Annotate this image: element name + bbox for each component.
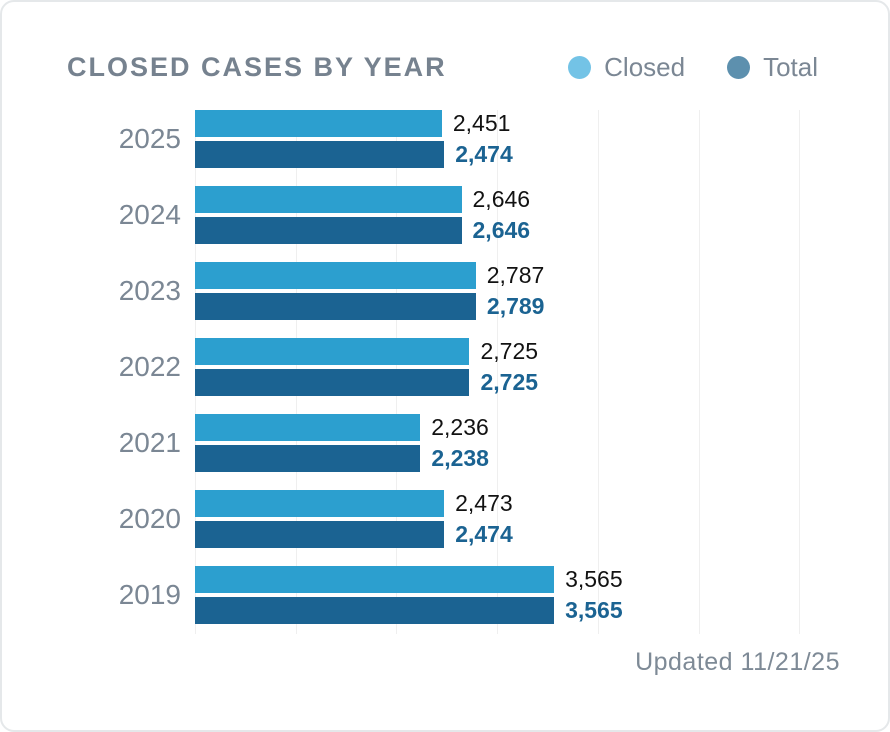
closed-bar-2020[interactable]	[195, 490, 445, 517]
closed-bar-2021[interactable]	[195, 414, 421, 441]
gridline-4000	[597, 110, 599, 634]
closed-bar-2023[interactable]	[195, 262, 476, 289]
closed-value-label-2024: 2,646	[472, 186, 531, 212]
gridline-3000	[497, 110, 499, 634]
bar-group-2023: 2,787 2,789	[195, 262, 888, 320]
year-label-2025: 2025	[118, 123, 181, 154]
total-bar-2019[interactable]	[195, 597, 555, 624]
chart-title: CLOSED CASES BY YEAR	[67, 52, 447, 82]
chart-footer: Updated 11/21/25	[2, 648, 888, 677]
closed-bar-2025[interactable]	[195, 110, 442, 137]
year-label-2024: 2024	[118, 199, 181, 230]
chart-row-2021: 2021 2,236 2,238	[2, 414, 888, 472]
total-bar-line-2024: 2,646	[195, 217, 888, 244]
total-bar-2022[interactable]	[195, 369, 470, 396]
year-label-2019: 2019	[118, 579, 181, 610]
closed-value-label-2021: 2,236	[431, 414, 489, 440]
closed-value-label-2022: 2,725	[480, 338, 539, 364]
year-label-2020: 2020	[118, 503, 181, 534]
closed-bar-line-2024: 2,646	[195, 186, 888, 213]
chart-row-2020: 2020 2,473 2,474	[2, 490, 888, 548]
total-value-label-2021: 2,238	[431, 445, 489, 471]
closed-bar-line-2019: 3,565	[195, 566, 888, 593]
total-bar-2023[interactable]	[195, 293, 476, 320]
chart-row-2023: 2023 2,787 2,789	[2, 262, 888, 320]
bar-group-2021: 2,236 2,238	[195, 414, 888, 472]
chart-row-2022: 2022 2,725 2,725	[2, 338, 888, 396]
total-bar-2020[interactable]	[195, 521, 445, 548]
closed-bar-line-2020: 2,473	[195, 490, 888, 517]
closed-legend-dot-icon	[568, 56, 592, 79]
closed-bar-2022[interactable]	[195, 338, 470, 365]
closed-bar-line-2021: 2,236	[195, 414, 888, 441]
total-bar-line-2025: 2,474	[195, 141, 888, 168]
total-value-label-2025: 2,474	[455, 141, 513, 167]
legend-label-closed: Closed	[604, 52, 686, 82]
year-label-2022: 2022	[118, 351, 181, 382]
chart-rows: 2025 2,451 2,474 2024 2,646 2,646 2023 2,787 2,7…	[2, 110, 888, 624]
updated-label: Updated 11/21/25	[635, 648, 840, 676]
closed-value-label-2023: 2,787	[486, 262, 545, 288]
legend-label-total: Total	[763, 52, 818, 82]
legend-item-total[interactable]: Total	[727, 52, 818, 83]
chart-legend: Closed Total	[568, 52, 818, 83]
year-label-2023: 2023	[118, 275, 181, 306]
total-bar-2024[interactable]	[195, 217, 462, 244]
chart-header: CLOSED CASES BY YEAR Closed Total	[2, 2, 888, 83]
bar-chart: 2025 2,451 2,474 2024 2,646 2,646 2023 2,787 2,7…	[2, 110, 888, 634]
total-bar-line-2022: 2,725	[195, 369, 888, 396]
bar-group-2022: 2,725 2,725	[195, 338, 888, 396]
year-label-2021: 2021	[118, 427, 181, 458]
closed-value-label-2020: 2,473	[455, 490, 513, 516]
total-value-label-2020: 2,474	[455, 521, 513, 547]
chart-row-2024: 2024 2,646 2,646	[2, 186, 888, 244]
closed-bar-2024[interactable]	[195, 186, 462, 213]
chart-row-2019: 2019 3,565 3,565	[2, 566, 888, 624]
bar-group-2024: 2,646 2,646	[195, 186, 888, 244]
total-value-label-2022: 2,725	[480, 369, 539, 395]
total-value-label-2019: 3,565	[565, 597, 623, 623]
total-bar-line-2020: 2,474	[195, 521, 888, 548]
total-bar-line-2023: 2,789	[195, 293, 888, 320]
closed-bar-line-2023: 2,787	[195, 262, 888, 289]
chart-row-2025: 2025 2,451 2,474	[2, 110, 888, 168]
legend-item-closed[interactable]: Closed	[568, 52, 685, 83]
total-bar-line-2021: 2,238	[195, 445, 888, 472]
total-value-label-2023: 2,789	[486, 293, 545, 319]
total-legend-dot-icon	[727, 56, 751, 79]
bar-group-2020: 2,473 2,474	[195, 490, 888, 548]
total-value-label-2024: 2,646	[472, 217, 531, 243]
bar-group-2019: 3,565 3,565	[195, 566, 888, 624]
closed-value-label-2025: 2,451	[452, 110, 511, 136]
closed-bar-line-2025: 2,451	[195, 110, 888, 137]
closed-bar-2019[interactable]	[195, 566, 555, 593]
total-bar-2025[interactable]	[195, 141, 445, 168]
bar-group-2025: 2,451 2,474	[195, 110, 888, 168]
total-bar-line-2019: 3,565	[195, 597, 888, 624]
closed-bar-line-2022: 2,725	[195, 338, 888, 365]
gridline-5000	[698, 110, 700, 634]
closed-value-label-2019: 3,565	[565, 566, 623, 592]
gridline-6000	[799, 110, 801, 634]
total-bar-2021[interactable]	[195, 445, 421, 472]
